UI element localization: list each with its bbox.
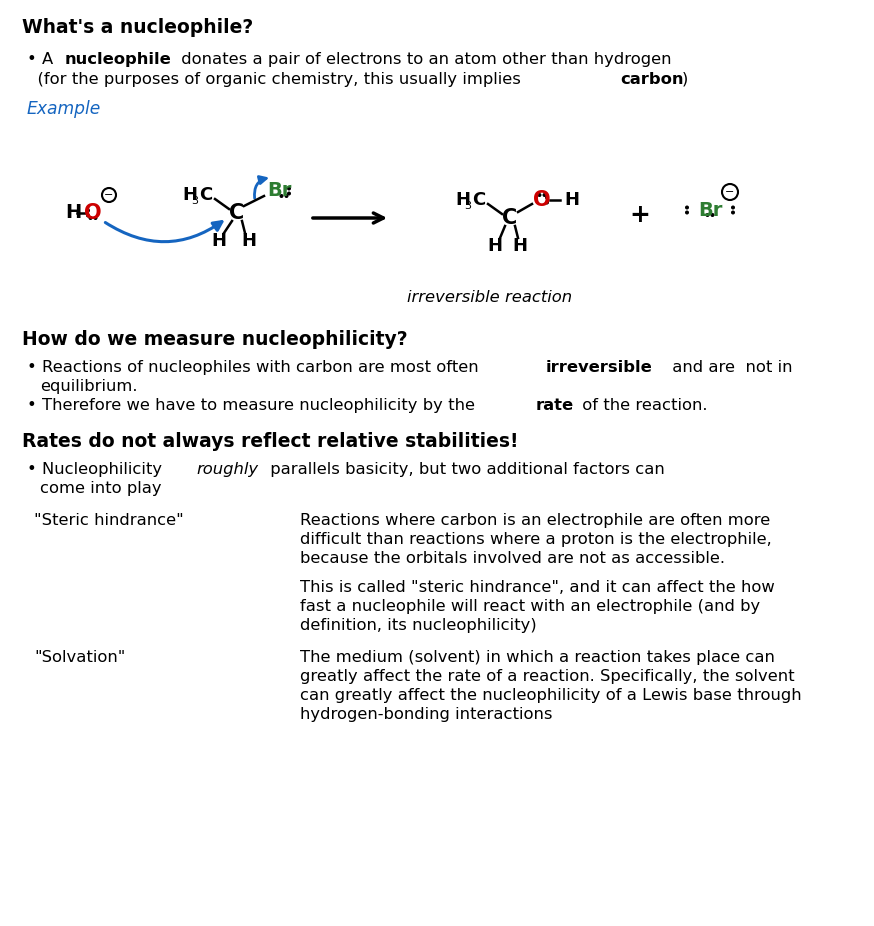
Text: Example: Example	[27, 100, 101, 118]
Circle shape	[711, 214, 714, 217]
Text: come into play: come into play	[40, 481, 162, 496]
Text: rate: rate	[536, 398, 574, 413]
Text: ): )	[682, 72, 688, 87]
Circle shape	[87, 214, 89, 217]
Circle shape	[538, 194, 541, 196]
Text: H: H	[512, 237, 528, 255]
Text: H: H	[488, 237, 503, 255]
Circle shape	[89, 217, 92, 219]
Text: H: H	[212, 232, 226, 250]
Text: • Nucleophilicity: • Nucleophilicity	[27, 462, 168, 477]
Text: donates a pair of electrons to an atom other than hydrogen: donates a pair of electrons to an atom o…	[177, 52, 672, 67]
Text: carbon: carbon	[621, 72, 684, 87]
Text: 3: 3	[464, 201, 471, 211]
Circle shape	[285, 194, 288, 197]
Text: H: H	[241, 232, 256, 250]
Text: How do we measure nucleophilicity?: How do we measure nucleophilicity?	[22, 330, 407, 349]
Text: Br: Br	[697, 201, 722, 219]
Text: greatly affect the rate of a reaction. Specifically, the solvent: greatly affect the rate of a reaction. S…	[300, 669, 794, 684]
Circle shape	[87, 209, 89, 212]
Text: roughly: roughly	[197, 462, 259, 477]
Circle shape	[732, 206, 734, 208]
Text: Br: Br	[267, 181, 291, 201]
Text: −: −	[104, 190, 114, 200]
Text: 3: 3	[191, 196, 198, 206]
Text: fast a nucleophile will react with an electrophile (and by: fast a nucleophile will react with an el…	[300, 599, 760, 614]
Circle shape	[281, 194, 283, 197]
Text: difficult than reactions where a proton is the electrophile,: difficult than reactions where a proton …	[300, 532, 772, 547]
Text: Rates do not always reflect relative stabilities!: Rates do not always reflect relative sta…	[22, 432, 518, 451]
FancyArrowPatch shape	[106, 221, 222, 242]
Text: C: C	[199, 186, 212, 204]
Text: What's a nucleophile?: What's a nucleophile?	[22, 18, 253, 37]
Circle shape	[544, 194, 545, 196]
Text: C: C	[229, 203, 245, 223]
Circle shape	[686, 211, 689, 214]
Text: H: H	[455, 191, 470, 209]
Circle shape	[545, 201, 548, 204]
Text: C: C	[472, 191, 485, 209]
Circle shape	[545, 196, 548, 199]
Text: • A: • A	[27, 52, 59, 67]
Text: equilibrium.: equilibrium.	[40, 379, 137, 394]
Circle shape	[288, 193, 290, 194]
Text: (for the purposes of organic chemistry, this usually implies: (for the purposes of organic chemistry, …	[27, 72, 526, 87]
Text: irreversible reaction: irreversible reaction	[407, 290, 572, 305]
Text: hydrogen-bonding interactions: hydrogen-bonding interactions	[300, 707, 552, 722]
Circle shape	[706, 214, 709, 217]
Text: parallels basicity, but two additional factors can: parallels basicity, but two additional f…	[266, 462, 665, 477]
Circle shape	[94, 217, 97, 219]
Text: O: O	[84, 203, 101, 223]
Text: can greatly affect the nucleophilicity of a Lewis base through: can greatly affect the nucleophilicity o…	[300, 688, 801, 703]
Text: H: H	[65, 204, 81, 222]
Text: O: O	[533, 190, 551, 210]
Text: "Solvation": "Solvation"	[34, 650, 125, 665]
Text: of the reaction.: of the reaction.	[577, 398, 707, 413]
Text: C: C	[503, 208, 517, 228]
Text: −: −	[725, 187, 735, 197]
FancyArrowPatch shape	[254, 177, 267, 198]
Text: The medium (solvent) in which a reaction takes place can: The medium (solvent) in which a reaction…	[300, 650, 775, 665]
Text: This is called "steric hindrance", and it can affect the how: This is called "steric hindrance", and i…	[300, 580, 774, 595]
Text: nucleophile: nucleophile	[65, 52, 171, 67]
Text: "Steric hindrance": "Steric hindrance"	[34, 513, 184, 528]
Text: and are  not in: and are not in	[667, 360, 793, 375]
Text: • Reactions of nucleophiles with carbon are most often: • Reactions of nucleophiles with carbon …	[27, 360, 484, 375]
Text: H: H	[564, 191, 579, 209]
Text: definition, its nucleophilicity): definition, its nucleophilicity)	[300, 618, 537, 633]
Text: +: +	[629, 203, 650, 227]
Text: • Therefore we have to measure nucleophilicity by the: • Therefore we have to measure nucleophi…	[27, 398, 480, 413]
Text: H: H	[182, 186, 197, 204]
Circle shape	[686, 206, 689, 208]
Circle shape	[288, 187, 290, 190]
Text: because the orbitals involved are not as accessible.: because the orbitals involved are not as…	[300, 551, 725, 566]
Text: Reactions where carbon is an electrophile are often more: Reactions where carbon is an electrophil…	[300, 513, 770, 528]
Text: irreversible: irreversible	[545, 360, 652, 375]
Circle shape	[732, 211, 734, 214]
